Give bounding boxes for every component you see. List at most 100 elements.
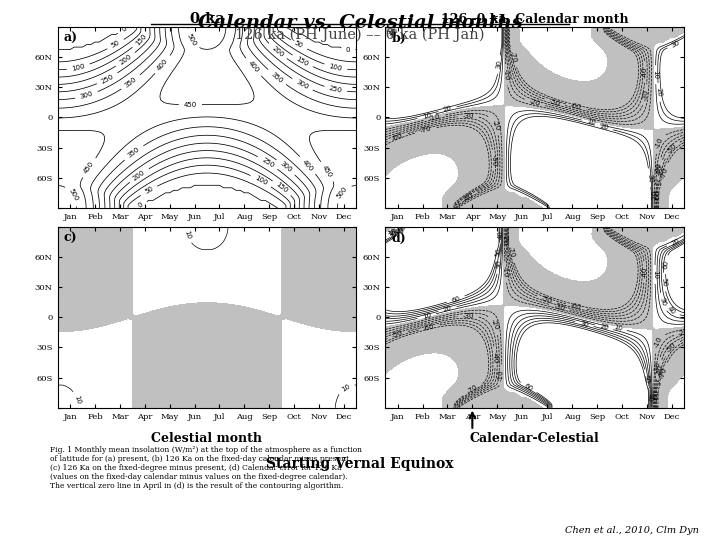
Text: -60: -60 [391,132,404,142]
Text: 50: 50 [660,278,667,287]
Text: 500: 500 [185,32,197,47]
Text: -40: -40 [656,164,664,177]
Text: 0: 0 [346,46,351,52]
Text: -60: -60 [570,103,582,111]
Text: -50: -50 [665,143,678,155]
Text: -20: -20 [528,98,541,107]
Text: 60: 60 [451,295,461,303]
Text: -10: -10 [653,336,663,349]
Text: 450: 450 [184,102,197,107]
Text: 350: 350 [124,76,138,89]
Text: -30: -30 [655,161,662,174]
Text: 250: 250 [328,85,343,94]
Text: 50: 50 [294,40,304,49]
Text: 10: 10 [613,325,623,332]
Text: -60: -60 [654,389,660,401]
Text: 150: 150 [295,55,310,67]
Title: 126 -0 ka, Calendar month: 126 -0 ka, Calendar month [441,13,629,26]
Text: 10: 10 [386,227,397,237]
Text: 20: 20 [389,227,400,237]
Text: -30: -30 [462,113,474,119]
Text: 10: 10 [422,112,432,120]
Text: 40: 40 [392,227,403,237]
Text: -30: -30 [654,361,662,374]
Text: Fig. 1 Monthly mean insolation (W/m²) at the top of the atmosphere as a function: Fig. 1 Monthly mean insolation (W/m²) at… [50,446,362,490]
Text: 30: 30 [495,260,503,269]
Text: 0: 0 [137,201,144,209]
Text: 200: 200 [132,169,146,181]
Text: Chen et al., 2010, Clm Dyn: Chen et al., 2010, Clm Dyn [564,525,698,535]
Text: 30: 30 [670,39,681,49]
Text: 10: 10 [652,70,659,79]
Text: 350: 350 [127,146,141,159]
Text: b): b) [391,32,406,45]
Text: 350: 350 [270,71,284,84]
Text: 40: 40 [647,393,653,402]
Text: 20: 20 [442,305,452,313]
Text: Calendar vs. Celestial months: Calendar vs. Celestial months [197,14,523,31]
Text: -50: -50 [548,98,561,107]
Text: 300: 300 [295,79,310,91]
Text: 400: 400 [156,58,169,72]
Text: 500: 500 [68,188,79,202]
Text: -70: -70 [509,51,518,64]
Text: 30: 30 [658,297,667,307]
Text: -20: -20 [678,327,690,336]
Text: -40: -40 [492,352,498,363]
Text: -40: -40 [655,364,663,376]
Text: 30: 30 [388,229,399,239]
Text: -30: -30 [462,313,474,319]
Text: 450: 450 [83,160,95,175]
Text: -20: -20 [490,319,500,331]
Text: 60: 60 [398,224,408,235]
Text: -60: -60 [570,302,582,311]
Text: -60: -60 [423,323,436,332]
Text: 10: 10 [652,270,658,279]
Text: 30: 30 [646,173,653,183]
Text: -10: -10 [498,369,505,381]
Text: 300: 300 [279,160,293,174]
Text: 50: 50 [143,186,154,195]
Text: 300: 300 [79,91,94,100]
Text: 60: 60 [662,260,669,269]
Text: -20: -20 [652,190,658,201]
Title: 0 ka: 0 ka [189,12,225,26]
Text: -40: -40 [642,66,648,78]
Text: 20: 20 [599,124,609,132]
Text: 20: 20 [655,87,662,97]
Text: Calendar-Celestial: Calendar-Celestial [469,432,600,445]
Text: a): a) [63,32,78,45]
Text: 150: 150 [275,181,289,194]
Text: 60: 60 [523,383,534,393]
Text: -60: -60 [654,190,661,201]
Text: -10: -10 [428,113,441,122]
Text: 400: 400 [301,158,315,172]
Text: 30: 30 [495,60,503,70]
Text: 200: 200 [118,53,132,66]
Text: 20: 20 [670,237,681,247]
Text: 10: 10 [183,229,192,240]
Text: 250: 250 [100,73,114,84]
Text: -50: -50 [665,342,678,354]
Text: -70: -70 [507,246,516,258]
Text: -30: -30 [642,89,649,101]
Text: -20: -20 [490,119,500,131]
Text: 10: 10 [341,383,351,393]
Text: c): c) [63,232,77,245]
Text: 20: 20 [389,27,400,37]
Text: 10: 10 [422,312,432,320]
Text: Starting Vernal Equinox: Starting Vernal Equinox [266,457,454,471]
Text: 50: 50 [397,221,406,232]
Text: -20: -20 [502,234,508,245]
Text: -70: -70 [420,126,433,134]
Text: 40: 40 [498,230,503,239]
Text: -50: -50 [490,154,497,166]
Text: 50: 50 [643,374,650,384]
Text: 400: 400 [247,60,260,74]
Text: 10: 10 [386,27,397,37]
Text: -70: -70 [659,366,668,379]
Text: -50: -50 [391,330,404,340]
Text: d): d) [391,232,406,245]
Text: -40: -40 [642,266,647,278]
Text: 100: 100 [71,63,86,72]
